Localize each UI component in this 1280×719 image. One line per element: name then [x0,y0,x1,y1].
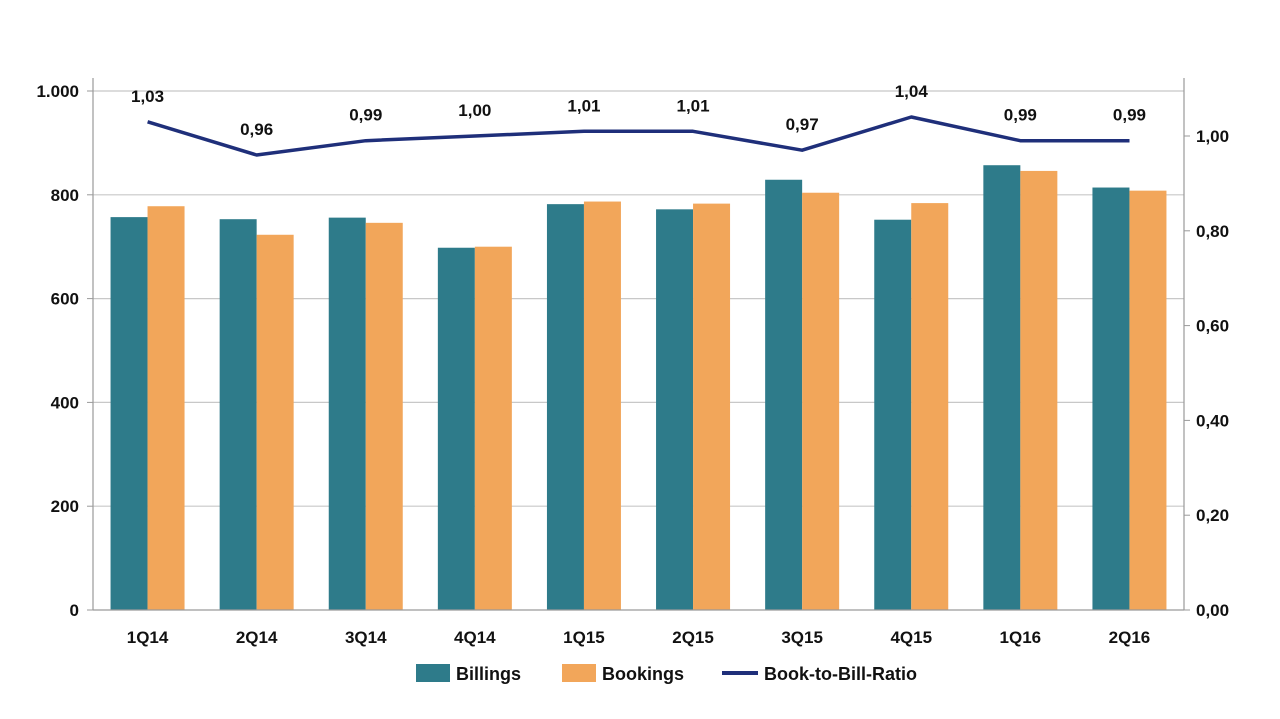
x-axis-ticks: 1Q14 2Q14 3Q14 4Q14 1Q15 2Q15 3Q15 4Q15 1Q16 2Q16 [127,628,1150,647]
left-tick-label: 400 [51,393,79,412]
bar-billings [874,219,912,610]
right-tick-label: 0,60 [1196,317,1229,336]
ratio-line-series: 1,03 0,96 0,99 1,00 1,01 1,01 0,97 1,04 0,99 0,99 [131,82,1146,157]
bar-bookings [693,203,731,611]
bar-billings [219,219,257,610]
right-axis-ticks: 0,00 0,20 0,40 0,60 0,80 1,00 [1196,127,1229,620]
right-tick-label: 0,80 [1196,222,1229,241]
bar-bookings [365,222,403,611]
right-tick-label: 0,20 [1196,506,1229,525]
x-tick-label: 3Q14 [345,628,387,647]
bar-billings [656,209,694,610]
ratio-data-label: 0,99 [1113,106,1146,125]
bar-billings [546,204,584,610]
bar-bookings [256,234,294,610]
x-tick-label: 4Q14 [454,628,496,647]
right-tick-label: 1,00 [1196,127,1229,146]
ratio-data-label: 1,04 [895,82,929,101]
ratio-data-label: 1,03 [131,87,164,106]
ratio-data-label: 1,01 [567,96,600,115]
x-tick-label: 2Q16 [1109,628,1151,647]
bar-billings [328,217,366,611]
right-tick-label: 0,40 [1196,411,1229,430]
x-tick-label: 1Q16 [1000,628,1042,647]
ratio-data-label: 0,96 [240,120,273,139]
x-tick-label: 3Q15 [781,628,823,647]
axes [87,78,1190,611]
bar-series [110,165,1167,611]
x-tick-label: 1Q15 [563,628,605,647]
ratio-data-label: 1,00 [458,101,491,120]
ratio-data-label: 0,99 [1004,106,1037,125]
bar-bookings [583,201,621,610]
left-tick-label: 200 [51,497,79,516]
bar-billings [765,179,803,610]
bar-bookings [802,192,840,610]
bar-billings [983,165,1021,611]
bar-bookings [1129,190,1167,610]
left-axis-ticks: 0 200 400 600 800 1.000 [36,82,79,620]
legend-swatch-bookings [562,664,596,682]
bar-billings [437,247,475,610]
left-tick-label: 800 [51,186,79,205]
x-tick-label: 2Q15 [672,628,714,647]
ratio-data-label: 0,99 [349,106,382,125]
ratio-data-label: 1,01 [677,96,710,115]
legend: Billings Bookings Book-to-Bill-Ratio [416,664,917,684]
x-tick-label: 2Q14 [236,628,278,647]
left-tick-label: 1.000 [36,82,79,101]
legend-label: Billings [456,664,521,684]
bar-billings [1092,187,1130,610]
x-tick-label: 4Q15 [890,628,932,647]
legend-label: Bookings [602,664,684,684]
left-tick-label: 0 [70,601,79,620]
right-tick-label: 0,00 [1196,601,1229,620]
legend-label: Book-to-Bill-Ratio [764,664,917,684]
bar-bookings [911,203,949,610]
bar-bookings [147,206,185,610]
legend-swatch-billings [416,664,450,682]
bar-bookings [1020,170,1058,610]
ratio-line [147,115,1130,157]
bar-bookings [474,246,512,610]
ratio-data-label: 0,97 [786,115,819,134]
x-tick-label: 1Q14 [127,628,169,647]
left-tick-label: 600 [51,290,79,309]
bar-billings [110,217,148,610]
